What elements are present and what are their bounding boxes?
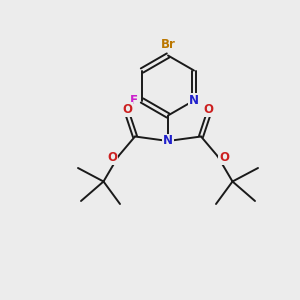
Text: O: O <box>107 151 117 164</box>
Text: O: O <box>122 103 133 116</box>
Text: O: O <box>203 103 214 116</box>
Text: F: F <box>130 94 138 107</box>
Text: N: N <box>163 134 173 148</box>
Text: O: O <box>219 151 229 164</box>
Text: Br: Br <box>160 38 175 51</box>
Text: N: N <box>189 94 199 107</box>
